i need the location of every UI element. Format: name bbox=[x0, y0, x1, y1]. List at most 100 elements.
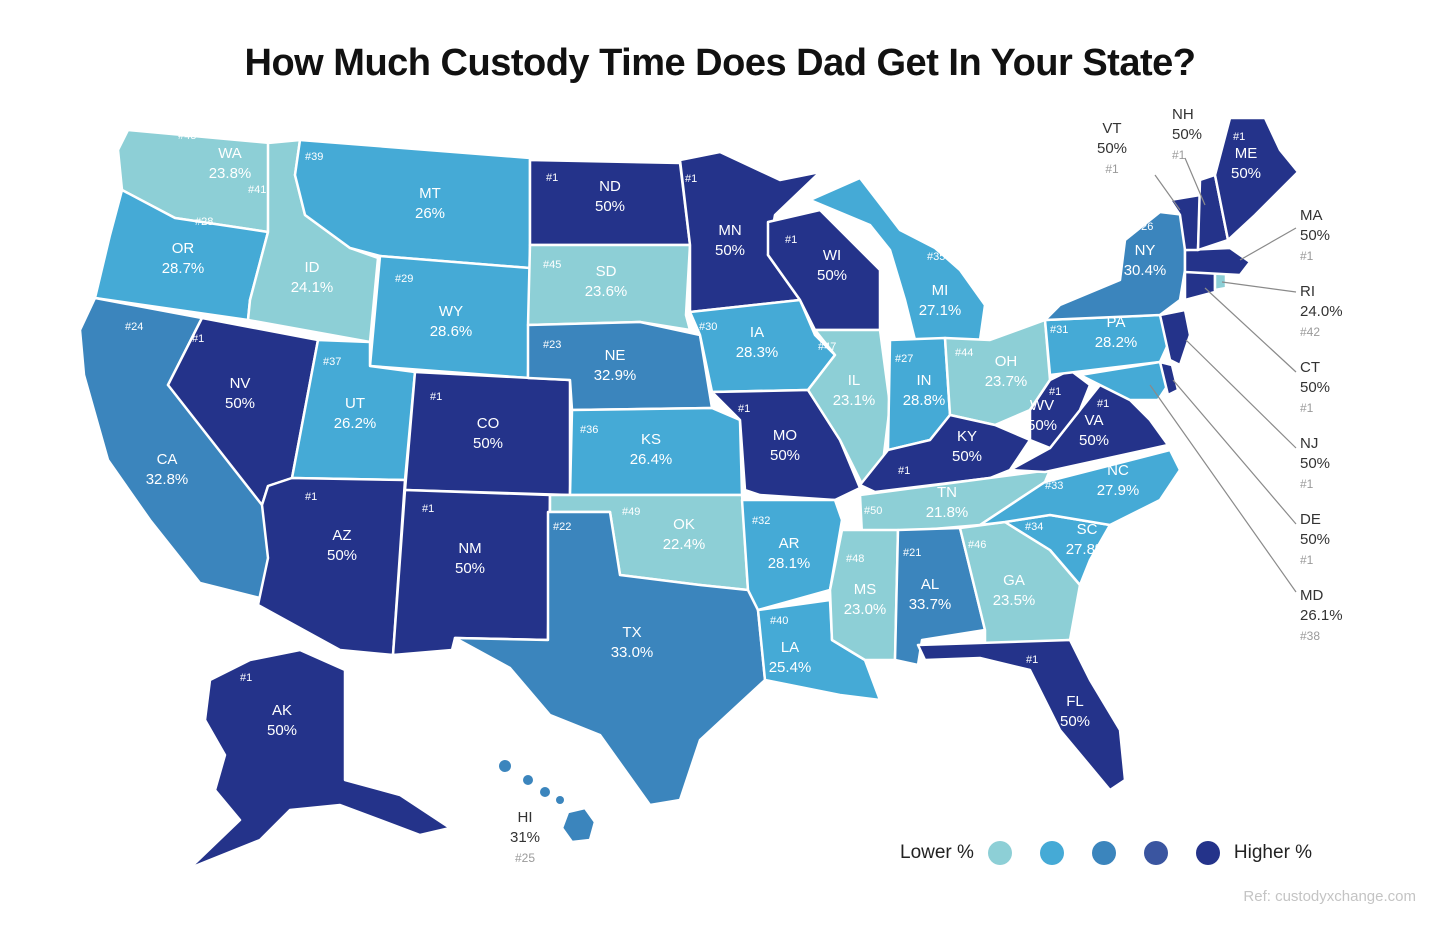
legend-swatch-1 bbox=[987, 841, 1012, 865]
state-abbr-mo: MO bbox=[773, 427, 797, 444]
state-abbr-sc: SC bbox=[1077, 521, 1098, 538]
state-nj[interactable] bbox=[1158, 308, 1192, 367]
state-pct-id: 24.1% bbox=[291, 279, 334, 296]
state-wv[interactable] bbox=[1028, 368, 1092, 450]
state-abbr-ms: MS bbox=[854, 581, 877, 598]
state-abbr-nd: ND bbox=[599, 178, 621, 195]
legend-high-label: Higher % bbox=[1233, 842, 1313, 863]
state-abbr-tx: TX bbox=[622, 624, 641, 641]
state-labels: WA 23.8% #43 OR 28.7% #28 CA 32.8% #24 ID 24.1% #41… bbox=[125, 130, 1261, 739]
state-abbr-pa: PA bbox=[1107, 314, 1126, 331]
state-rank-wi: #1 bbox=[785, 234, 797, 246]
state-de[interactable] bbox=[1158, 360, 1180, 397]
state-rank-ga: #46 bbox=[968, 539, 986, 551]
state-abbr-il: IL bbox=[848, 372, 861, 389]
state-rank-sd: #45 bbox=[543, 259, 561, 271]
state-pct-fl: 50% bbox=[1060, 713, 1090, 730]
state-rank-ne: #23 bbox=[543, 339, 561, 351]
state-ak[interactable] bbox=[188, 648, 452, 870]
state-rank-in: #27 bbox=[895, 353, 913, 365]
state-abbr-me: ME bbox=[1235, 145, 1258, 162]
state-pct-ak: 50% bbox=[267, 722, 297, 739]
state-pct-ar: 28.1% bbox=[768, 555, 811, 572]
leader-line-nh bbox=[1184, 157, 1206, 206]
legend-swatch-4 bbox=[1143, 841, 1168, 865]
state-pct-co: 50% bbox=[473, 435, 503, 452]
state-rank-wy: #29 bbox=[395, 273, 413, 285]
state-rank-co: #1 bbox=[430, 391, 442, 403]
state-abbr-nm: NM bbox=[458, 540, 481, 557]
source-reference: Ref: custodyxchange.com bbox=[1243, 888, 1416, 905]
state-abbr-co: CO bbox=[477, 415, 500, 432]
state-pct-ri: 24.0% bbox=[1300, 303, 1343, 320]
state-abbr-mi: MI bbox=[932, 282, 949, 299]
state-pct-sc: 27.8% bbox=[1066, 541, 1109, 558]
hi-island bbox=[540, 787, 550, 797]
state-pct-ga: 23.5% bbox=[993, 592, 1036, 609]
state-pct-pa: 28.2% bbox=[1095, 334, 1138, 351]
leader-line-nj bbox=[1185, 339, 1297, 449]
state-rank-fl: #1 bbox=[1026, 654, 1038, 666]
state-abbr-wv: WV bbox=[1030, 397, 1054, 414]
state-rank-wa: #43 bbox=[178, 130, 196, 142]
state-rank-nd: #1 bbox=[546, 172, 558, 184]
state-pct-ne: 32.9% bbox=[594, 367, 637, 384]
state-mi[interactable] bbox=[808, 176, 987, 342]
state-az[interactable] bbox=[256, 476, 407, 657]
state-abbr-nc: NC bbox=[1107, 462, 1129, 479]
state-il[interactable] bbox=[806, 328, 892, 492]
state-pct-oh: 23.7% bbox=[985, 373, 1028, 390]
state-abbr-la: LA bbox=[781, 639, 799, 656]
state-pct-mo: 50% bbox=[770, 447, 800, 464]
state-pct-mt: 26% bbox=[415, 205, 445, 222]
state-abbr-al: AL bbox=[921, 576, 939, 593]
hi-island bbox=[523, 775, 533, 785]
state-pct-ok: 22.4% bbox=[663, 536, 706, 553]
state-rank-id: #41 bbox=[248, 184, 266, 196]
state-pct-al: 33.7% bbox=[909, 596, 952, 613]
state-rank-ct: #1 bbox=[1300, 401, 1314, 415]
state-hi[interactable] bbox=[560, 806, 597, 844]
state-tx[interactable] bbox=[453, 510, 767, 807]
state-vt[interactable] bbox=[1168, 193, 1202, 252]
state-pct-ny: 30.4% bbox=[1124, 262, 1167, 279]
state-ks[interactable] bbox=[568, 406, 744, 497]
state-pct-md: 26.1% bbox=[1300, 607, 1343, 624]
state-abbr-ga: GA bbox=[1003, 572, 1025, 589]
hawaii-small-islands bbox=[499, 760, 564, 804]
state-rank-ma: #1 bbox=[1300, 249, 1314, 263]
state-rank-oh: #44 bbox=[955, 347, 973, 359]
state-abbr-ak: AK bbox=[272, 702, 292, 719]
state-rank-ia: #30 bbox=[699, 321, 717, 333]
state-rank-ut: #37 bbox=[323, 356, 341, 368]
state-rank-ks: #36 bbox=[580, 424, 598, 436]
state-rank-md: #38 bbox=[1300, 629, 1320, 643]
state-ma[interactable] bbox=[1183, 246, 1252, 277]
state-rank-ak: #1 bbox=[240, 672, 252, 684]
state-pct-in: 28.8% bbox=[903, 392, 946, 409]
state-me[interactable] bbox=[1213, 116, 1300, 242]
state-rank-de: #1 bbox=[1300, 553, 1314, 567]
state-pct-hi: 31% bbox=[510, 829, 540, 846]
state-abbr-nh: NH bbox=[1172, 106, 1194, 123]
state-pct-wv: 50% bbox=[1027, 417, 1057, 434]
state-rank-ms: #48 bbox=[846, 553, 864, 565]
state-rank-la: #40 bbox=[770, 615, 788, 627]
state-abbr-ne: NE bbox=[605, 347, 626, 364]
state-abbr-sd: SD bbox=[596, 263, 617, 280]
state-rank-ok: #49 bbox=[622, 506, 640, 518]
state-pct-la: 25.4% bbox=[769, 659, 812, 676]
state-abbr-ut: UT bbox=[345, 395, 365, 412]
state-abbr-wy: WY bbox=[439, 303, 463, 320]
state-abbr-wa: WA bbox=[218, 145, 242, 162]
legend-low-label: Lower % bbox=[900, 842, 974, 863]
state-abbr-vt: VT bbox=[1102, 120, 1121, 137]
state-nc[interactable] bbox=[978, 448, 1182, 527]
state-abbr-id: ID bbox=[305, 259, 320, 276]
state-pct-ca: 32.8% bbox=[146, 471, 189, 488]
state-pct-az: 50% bbox=[327, 547, 357, 564]
state-abbr-wi: WI bbox=[823, 247, 841, 264]
state-fl[interactable] bbox=[916, 638, 1127, 792]
state-pct-ia: 28.3% bbox=[736, 344, 779, 361]
state-rank-tx: #22 bbox=[553, 521, 571, 533]
